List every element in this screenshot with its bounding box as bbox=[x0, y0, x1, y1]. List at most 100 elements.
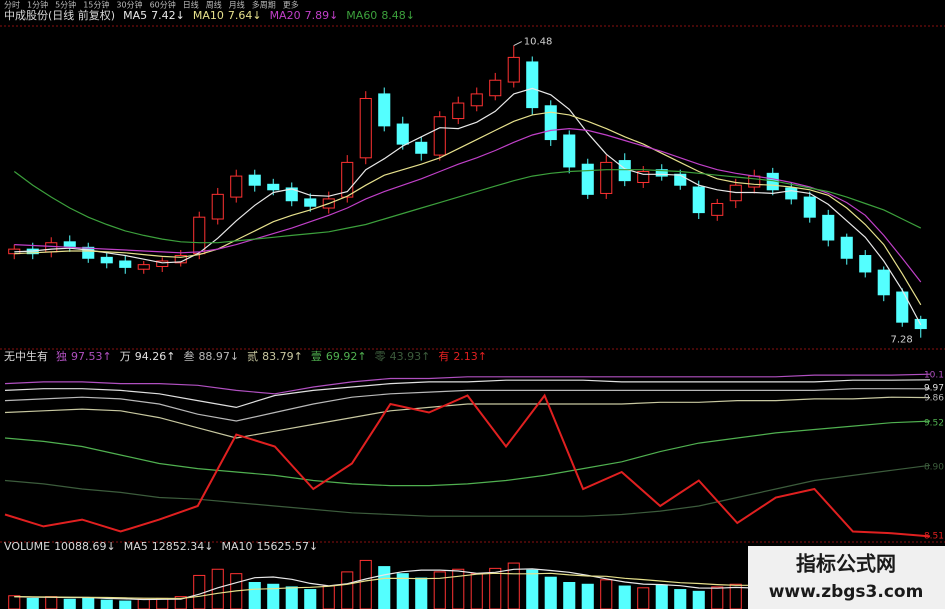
candle-body bbox=[711, 202, 724, 216]
legend-value: 97.53↑ bbox=[71, 350, 112, 363]
volume-bar bbox=[137, 598, 150, 609]
toolbar-tab[interactable]: 多周期 bbox=[252, 0, 276, 10]
volume-bar bbox=[563, 582, 576, 609]
volume-bar bbox=[544, 576, 557, 609]
candle-body bbox=[507, 56, 520, 83]
legend-value: 8.48↓ bbox=[381, 9, 415, 22]
volume-bar bbox=[637, 587, 650, 609]
indicator-line bbox=[4, 379, 931, 409]
watermark-title: 指标公式网 bbox=[796, 552, 896, 576]
right-label: 8.51 bbox=[924, 532, 944, 542]
toolbar-tab[interactable]: 1分钟 bbox=[27, 0, 48, 10]
toolbar-tab[interactable]: 周线 bbox=[206, 0, 222, 10]
legend-name: 叁 bbox=[183, 349, 194, 363]
candle-body bbox=[785, 187, 798, 200]
volume-bar bbox=[322, 585, 335, 609]
right-label: 9.86 bbox=[924, 394, 944, 404]
volume-bar bbox=[156, 597, 169, 609]
volume-bar bbox=[415, 577, 428, 609]
legend-name: 零 bbox=[375, 350, 386, 363]
legend-value: 83.79↑ bbox=[262, 350, 303, 363]
candle-body bbox=[378, 93, 391, 127]
volume-bar bbox=[8, 595, 21, 609]
volume-bar bbox=[248, 582, 261, 609]
volume-bar bbox=[119, 600, 132, 609]
candle-body bbox=[896, 291, 909, 323]
candle-body bbox=[563, 134, 576, 168]
candle-body bbox=[840, 236, 853, 259]
right-label: 9.52 bbox=[924, 419, 944, 429]
candle-body bbox=[452, 102, 465, 120]
volume-bar bbox=[711, 586, 724, 609]
volume-bar bbox=[378, 566, 391, 609]
indicator-line bbox=[4, 388, 931, 422]
candle-body bbox=[100, 256, 113, 264]
volume-bar bbox=[526, 569, 539, 609]
toolbar-tab[interactable]: 60分钟 bbox=[150, 0, 176, 10]
candle-body bbox=[655, 169, 668, 177]
candle-body bbox=[433, 116, 446, 156]
volume-bar bbox=[674, 589, 687, 609]
volume-bar bbox=[285, 586, 298, 609]
candle-body bbox=[415, 141, 428, 154]
toolbar-tab[interactable]: 5分钟 bbox=[55, 0, 76, 10]
chart-title: 中成股份(日线 前复权) bbox=[4, 8, 115, 22]
legend-name: 万 bbox=[120, 350, 131, 363]
indicator-line bbox=[4, 420, 931, 487]
ma-line bbox=[14, 111, 922, 306]
candle-body bbox=[304, 198, 317, 207]
legend-name: MA5 bbox=[123, 9, 147, 22]
candle-body bbox=[193, 216, 206, 255]
right-label: 10.1 bbox=[924, 371, 944, 381]
candle-body bbox=[470, 93, 483, 107]
legend-name: 壹 bbox=[311, 350, 322, 363]
toolbar-tab[interactable]: 30分钟 bbox=[116, 0, 142, 10]
indicator-line bbox=[4, 464, 931, 517]
volume-bar bbox=[655, 584, 668, 609]
candle-body bbox=[137, 264, 150, 270]
legend-name: MA60 bbox=[346, 9, 377, 22]
legend-value: 94.26↑ bbox=[135, 350, 176, 363]
indicator-line bbox=[4, 396, 931, 439]
volume-bar bbox=[692, 590, 705, 609]
toolbar-tab[interactable]: 分时 bbox=[4, 0, 20, 10]
legend-name: MA10 bbox=[221, 540, 252, 553]
ma-line bbox=[14, 87, 922, 326]
legend-value: 7.89↓ bbox=[305, 9, 339, 22]
watermark-box bbox=[748, 546, 945, 609]
candle-body bbox=[748, 175, 761, 188]
legend-name: 贰 bbox=[247, 349, 258, 363]
volume-bar bbox=[26, 597, 39, 609]
candle-body bbox=[396, 123, 409, 145]
legend-value: 7.42↓ bbox=[151, 9, 185, 22]
indicator-line bbox=[4, 373, 931, 395]
candle-body bbox=[526, 61, 539, 109]
candle-body bbox=[248, 174, 261, 186]
watermark-url: www.zbgs3.com bbox=[769, 582, 924, 602]
candle-body bbox=[581, 163, 594, 195]
toolbar-tab[interactable]: 月线 bbox=[229, 0, 245, 10]
volume-bar bbox=[174, 596, 187, 609]
legend-name: 独 bbox=[56, 350, 67, 363]
toolbar-tab[interactable]: 更多 bbox=[283, 0, 299, 10]
candle-body bbox=[211, 193, 224, 220]
legend-name: MA10 bbox=[193, 9, 224, 22]
volume-bar bbox=[600, 579, 613, 609]
toolbar-tab[interactable]: 日线 bbox=[183, 0, 199, 10]
candle-body bbox=[156, 260, 169, 267]
indicator-line bbox=[4, 393, 931, 538]
volume-bar bbox=[100, 599, 113, 609]
candle-body bbox=[285, 187, 298, 202]
legend-value: 69.92↑ bbox=[326, 350, 367, 363]
legend-value: 15625.57↓ bbox=[257, 540, 319, 553]
toolbar-tab[interactable]: 15分钟 bbox=[83, 0, 109, 10]
candle-body bbox=[822, 214, 835, 241]
legend-value: 43.93↑ bbox=[390, 350, 431, 363]
volume-bar bbox=[82, 597, 95, 609]
volume-bar bbox=[359, 559, 372, 609]
candle-body bbox=[45, 242, 58, 253]
candle-body bbox=[359, 97, 372, 159]
candle-body bbox=[600, 161, 613, 194]
